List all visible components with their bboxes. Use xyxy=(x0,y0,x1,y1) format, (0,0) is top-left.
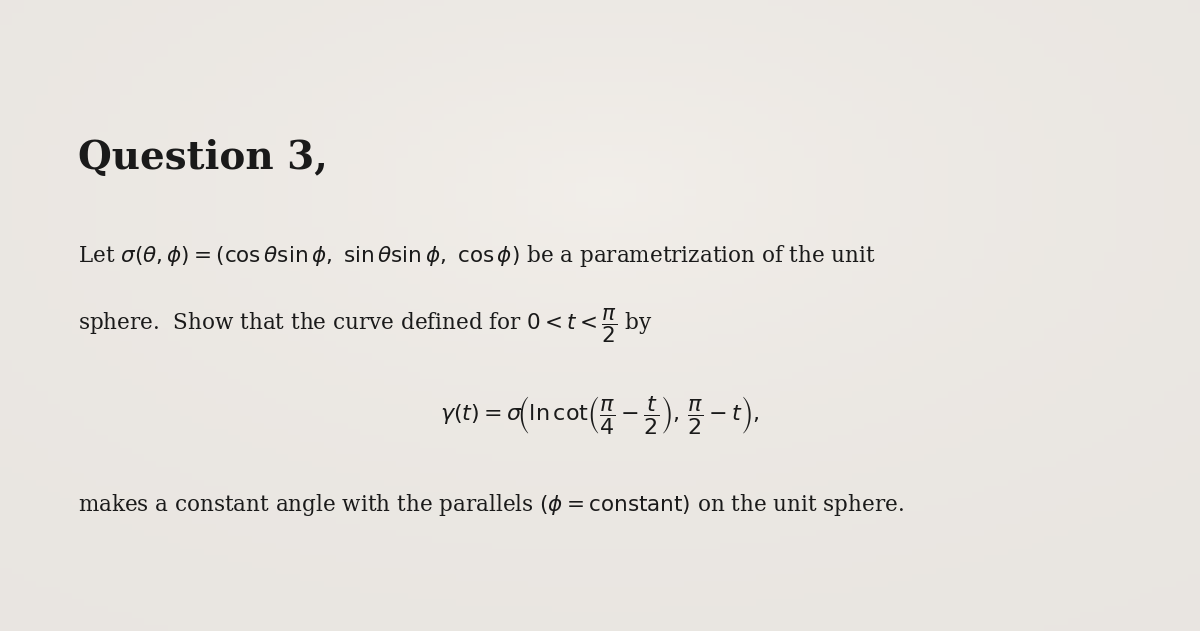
Text: Question 3,: Question 3, xyxy=(78,139,328,177)
Text: $\gamma(t) = \sigma\!\left(\ln\cot\!\left(\dfrac{\pi}{4} - \dfrac{t}{2}\right),\: $\gamma(t) = \sigma\!\left(\ln\cot\!\lef… xyxy=(440,394,760,437)
Text: sphere.  Show that the curve defined for $0 < t < \dfrac{\pi}{2}$ by: sphere. Show that the curve defined for … xyxy=(78,306,653,345)
Text: Let $\sigma(\theta, \phi) = (\cos\theta\sin\phi,\ \sin\theta\sin\phi,\ \cos\phi): Let $\sigma(\theta, \phi) = (\cos\theta\… xyxy=(78,243,876,269)
Text: makes a constant angle with the parallels $(\phi = \mathrm{constant})$ on the un: makes a constant angle with the parallel… xyxy=(78,492,904,518)
